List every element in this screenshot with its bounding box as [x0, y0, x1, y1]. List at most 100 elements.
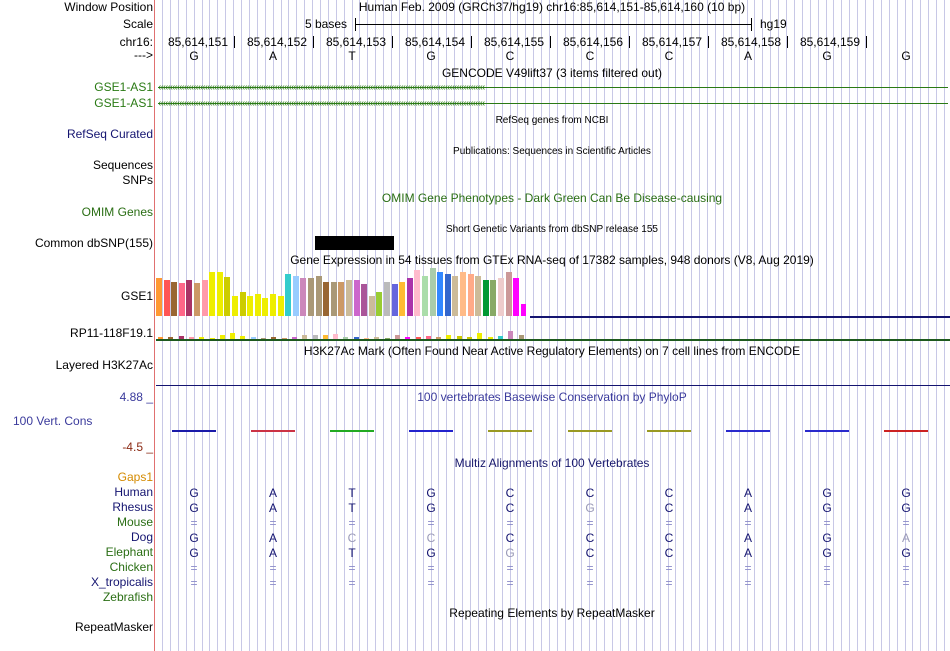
gtex-bar[interactable]	[330, 282, 337, 316]
gtex-bar[interactable]	[513, 278, 520, 316]
multiz-species-label[interactable]: Mouse	[116, 515, 153, 529]
gtex-rp11-bar[interactable]	[323, 335, 328, 339]
gtex-bar[interactable]	[444, 274, 451, 316]
multiz-species-label[interactable]: Dog	[130, 530, 153, 544]
sequences-track-label[interactable]: Sequences	[92, 158, 153, 172]
gtex-bar[interactable]	[368, 296, 375, 316]
gtex-rp11-bar[interactable]	[261, 338, 266, 339]
gtex-rp11-bar[interactable]	[210, 338, 215, 339]
gtex-bar[interactable]	[178, 283, 185, 316]
gtex-rp11-bar[interactable]	[158, 337, 163, 339]
gtex-rp11-bar[interactable]	[385, 338, 390, 339]
gtex-rp11-bar[interactable]	[251, 337, 256, 339]
gtex-bar[interactable]	[247, 296, 254, 316]
gtex-bar[interactable]	[520, 304, 526, 316]
gtex-bar[interactable]	[171, 282, 178, 316]
gtex-bar[interactable]	[406, 278, 413, 316]
gtex-rp11-bar[interactable]	[426, 336, 431, 339]
gtex-bar[interactable]	[239, 292, 246, 316]
gtex-rp11-bar[interactable]	[467, 337, 472, 339]
gtex-bar[interactable]	[216, 272, 223, 316]
gtex-rp11-bar[interactable]	[302, 335, 307, 339]
gtex-rp11-bar[interactable]	[364, 338, 369, 339]
refseq-track-label[interactable]: RefSeq Curated	[66, 127, 153, 141]
gtex-bar[interactable]	[186, 280, 193, 316]
gtex-bar[interactable]	[498, 278, 504, 316]
gtex-bar[interactable]	[376, 292, 383, 316]
dbsnp-variant-block[interactable]	[315, 236, 394, 250]
gtex-bar[interactable]	[452, 276, 459, 316]
gtex-rp11-bar[interactable]	[416, 337, 421, 339]
gtex-rp11-bar[interactable]	[282, 338, 287, 339]
multiz-species-label[interactable]: Human	[114, 485, 153, 499]
gtex-bar[interactable]	[163, 280, 170, 316]
gtex-rp11-bar[interactable]	[374, 337, 379, 339]
gtex-rp11-bar[interactable]	[354, 337, 359, 339]
gtex-bar[interactable]	[232, 296, 238, 316]
gtex-bar[interactable]	[384, 282, 390, 316]
gtex-bar[interactable]	[422, 276, 428, 316]
gtex-bar[interactable]	[361, 284, 368, 316]
gtex-gse1-label[interactable]: GSE1	[120, 289, 153, 303]
gene-gse1-as1-a[interactable]: ‹‹‹‹‹‹‹‹‹‹‹‹‹‹‹‹‹‹‹‹‹‹‹‹‹‹‹‹‹‹‹‹‹‹‹‹‹‹‹‹…	[158, 81, 948, 94]
gtex-rp11-bar[interactable]	[240, 336, 245, 339]
gtex-bar[interactable]	[338, 282, 345, 316]
gtex-bar[interactable]	[391, 284, 398, 316]
gtex-bar[interactable]	[467, 274, 474, 316]
gtex-bar[interactable]	[353, 280, 360, 316]
gtex-bar[interactable]	[414, 270, 421, 316]
gtex-rp11-bar[interactable]	[179, 336, 184, 339]
gtex-rp11-bar[interactable]	[446, 335, 451, 339]
gtex-bar[interactable]	[292, 276, 299, 316]
gtex-rp11-bar[interactable]	[230, 333, 235, 339]
gtex-rp11-bar[interactable]	[343, 337, 348, 339]
gene-label-gse1-as1-b[interactable]: GSE1-AS1	[94, 96, 153, 110]
gtex-rp11-bar[interactable]	[457, 336, 462, 339]
gtex-bar[interactable]	[285, 274, 292, 316]
multiz-species-label[interactable]: X_tropicalis	[90, 575, 153, 589]
gtex-rp11-bar[interactable]	[436, 337, 441, 339]
gtex-rp11-bar[interactable]	[333, 334, 338, 339]
gene-gse1-as1-b[interactable]: ‹‹‹‹‹‹‹‹‹‹‹‹‹‹‹‹‹‹‹‹‹‹‹‹‹‹‹‹‹‹‹‹‹‹‹‹‹‹‹‹…	[158, 97, 948, 110]
gtex-bar[interactable]	[460, 272, 466, 316]
gene-label-gse1-as1-a[interactable]: GSE1-AS1	[94, 80, 153, 94]
gtex-rp11-bar[interactable]	[168, 337, 173, 339]
gtex-rp11-bar[interactable]	[189, 337, 194, 339]
dbsnp-track-label[interactable]: Common dbSNP(155)	[34, 236, 153, 250]
gtex-bar[interactable]	[156, 278, 162, 316]
multiz-species-label[interactable]: Zebrafish	[102, 590, 153, 604]
gtex-bar[interactable]	[224, 277, 231, 316]
gtex-bar[interactable]	[201, 280, 208, 316]
gtex-bar[interactable]	[194, 283, 200, 316]
omim-track-label[interactable]: OMIM Genes	[81, 205, 153, 219]
gtex-rp11-bar[interactable]	[292, 337, 297, 339]
multiz-species-label[interactable]: Elephant	[105, 545, 153, 559]
gtex-bar[interactable]	[429, 268, 436, 316]
gtex-bar[interactable]	[346, 280, 352, 316]
gtex-bar[interactable]	[399, 282, 406, 316]
gtex-bar[interactable]	[475, 276, 482, 316]
gtex-bar[interactable]	[300, 278, 307, 316]
gtex-rp11-bar[interactable]	[220, 335, 225, 339]
gtex-bar[interactable]	[262, 298, 269, 316]
multiz-species-label[interactable]: Rhesus	[112, 500, 153, 514]
gaps-track-label[interactable]: Gaps1	[117, 470, 153, 484]
gtex-bar[interactable]	[270, 294, 276, 316]
gtex-rp11-bar[interactable]	[271, 337, 276, 339]
gtex-rp11-bar[interactable]	[313, 335, 318, 339]
gtex-bar[interactable]	[490, 280, 497, 316]
gtex-bar[interactable]	[482, 280, 489, 316]
gtex-bar[interactable]	[315, 276, 322, 316]
snps-track-label[interactable]: SNPs	[122, 173, 153, 187]
gtex-rp11-bar[interactable]	[508, 331, 513, 339]
gtex-bar[interactable]	[254, 294, 261, 316]
gtex-bar[interactable]	[323, 282, 330, 316]
gtex-rp11-bar[interactable]	[498, 336, 503, 339]
gtex-rp11-label[interactable]: RP11-118F19.1	[70, 326, 153, 340]
gtex-rp11-bar[interactable]	[477, 333, 482, 339]
gtex-rp11-bar[interactable]	[405, 337, 410, 339]
gtex-bar[interactable]	[209, 272, 216, 316]
phylop-track-label[interactable]: 100 Vert. Cons	[13, 414, 93, 428]
gtex-rp11-bar[interactable]	[519, 335, 524, 339]
